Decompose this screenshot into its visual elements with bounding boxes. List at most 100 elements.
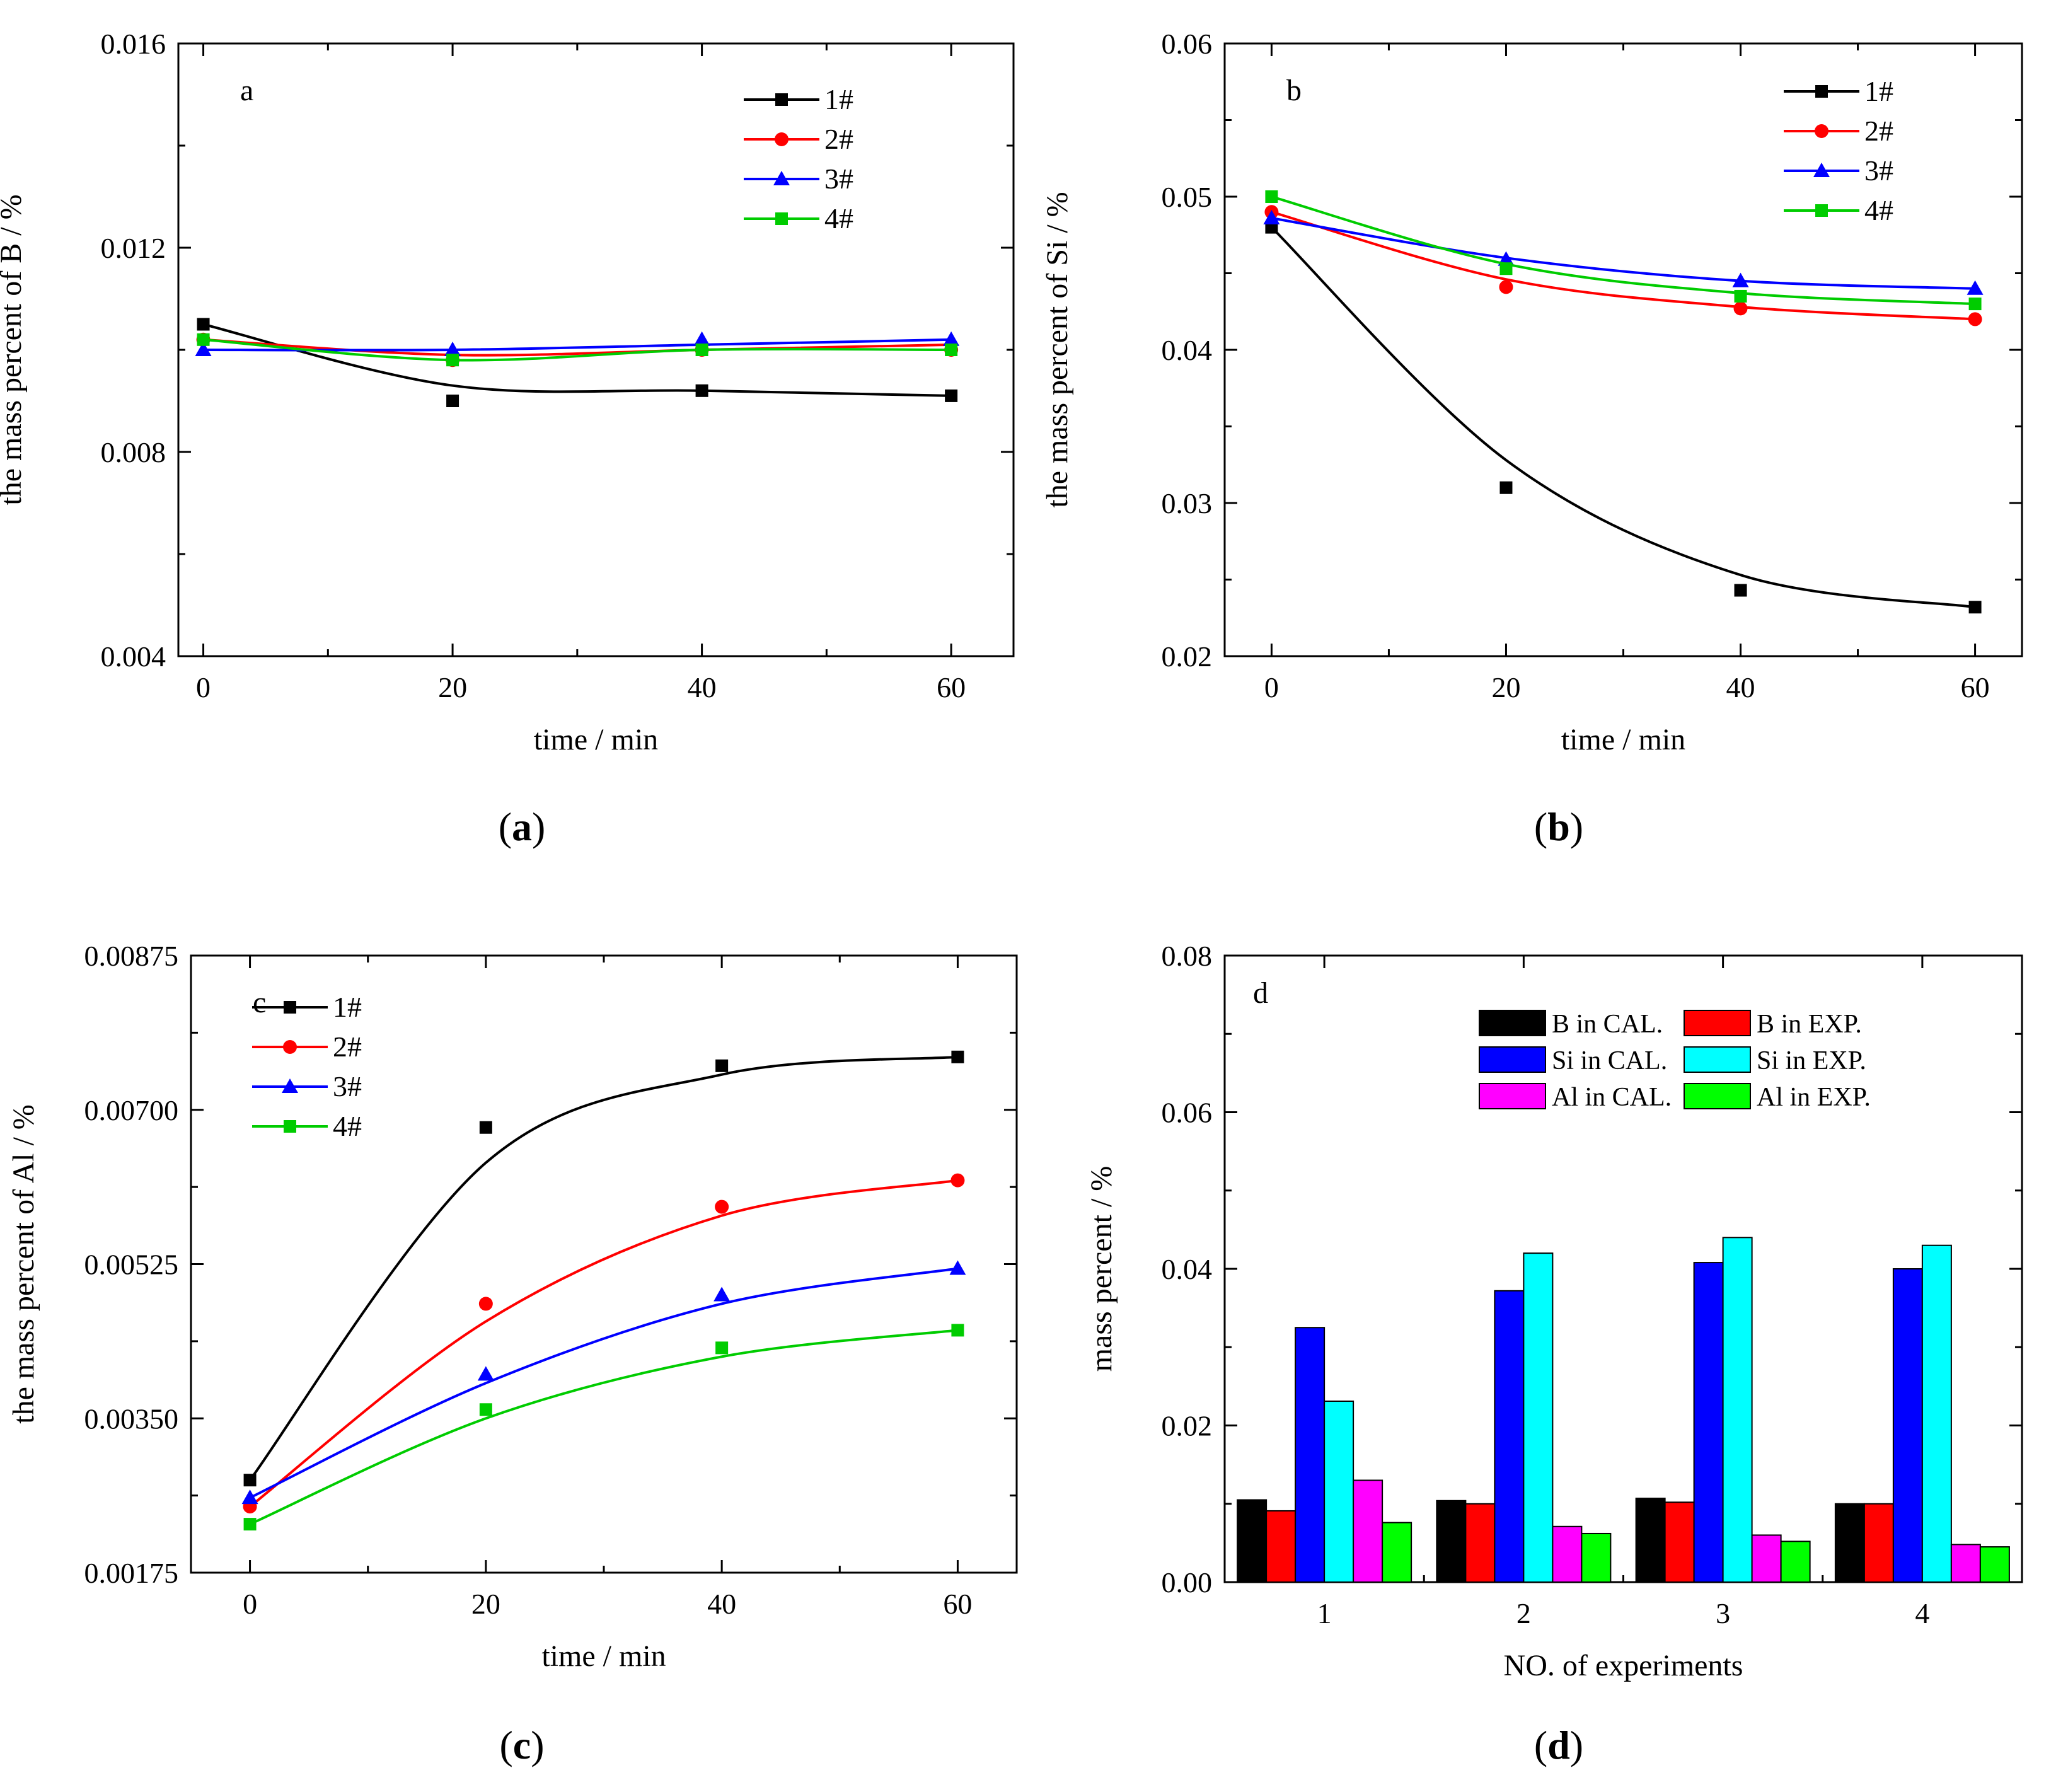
legend-label: 2# bbox=[333, 1031, 362, 1063]
data-point-4# bbox=[1968, 298, 1982, 311]
data-point-4# bbox=[446, 354, 459, 367]
legend-swatch-B-in-EXP- bbox=[1684, 1010, 1751, 1036]
data-point-4# bbox=[1499, 262, 1513, 275]
y-tick-label: 0.008 bbox=[101, 436, 166, 468]
legend-label: 4# bbox=[1864, 194, 1893, 226]
x-tick-label: 20 bbox=[1491, 671, 1520, 703]
series-fit-line-4# bbox=[249, 1329, 958, 1525]
y-tick-label: 0.00 bbox=[1162, 1566, 1213, 1598]
data-point-4# bbox=[479, 1403, 492, 1416]
legend-label: 1# bbox=[333, 991, 362, 1023]
series-fit-line-1# bbox=[1271, 226, 1975, 609]
data-point-2# bbox=[950, 1173, 965, 1188]
bar-B-in-CAL--exp2 bbox=[1436, 1500, 1467, 1583]
legend-marker-2# bbox=[775, 132, 788, 146]
data-point-4# bbox=[951, 1324, 964, 1337]
legend-marker-3# bbox=[282, 1078, 298, 1093]
data-point-1# bbox=[479, 1121, 492, 1134]
y-axis-title: mass percent / % bbox=[1085, 1166, 1118, 1372]
bar-B-in-EXP--exp4 bbox=[1863, 1503, 1894, 1583]
data-point-2# bbox=[715, 1199, 729, 1214]
y-tick-label: 0.04 bbox=[1162, 334, 1213, 366]
data-point-1# bbox=[1968, 601, 1982, 614]
data-point-2# bbox=[478, 1297, 493, 1311]
legend-label: B in EXP. bbox=[1757, 1010, 1862, 1039]
x-tick-label: 60 bbox=[937, 671, 966, 703]
panel-letter: b bbox=[1286, 74, 1302, 107]
bar-Al-in-CAL--exp3 bbox=[1751, 1534, 1782, 1583]
x-axis-title: time / min bbox=[1561, 723, 1685, 756]
bar-Si-in-EXP--exp2 bbox=[1523, 1252, 1554, 1583]
y-tick-label: 0.016 bbox=[101, 28, 166, 60]
chart-panel-c: 0.00175 0.00350 0.00525 0.00700 0.00875 0 20 40… bbox=[7, 940, 1018, 1673]
x-tick-label: 40 bbox=[1726, 671, 1755, 703]
x-tick-label: 40 bbox=[707, 1588, 736, 1620]
panel-letter: a bbox=[240, 74, 253, 107]
series-fit-line-4# bbox=[203, 338, 952, 362]
legend-swatch-Si-in-EXP- bbox=[1684, 1046, 1751, 1073]
legend-marker-1# bbox=[284, 1001, 296, 1014]
x-tick-label: 0 bbox=[1264, 671, 1279, 703]
legend-label: Si in CAL. bbox=[1552, 1046, 1667, 1075]
panel-caption: (c) bbox=[499, 1723, 544, 1767]
data-point-3# bbox=[1263, 210, 1280, 225]
data-point-1# bbox=[1734, 584, 1747, 597]
legend-marker-4# bbox=[284, 1120, 296, 1133]
data-point-3# bbox=[444, 342, 461, 356]
legend-label: 2# bbox=[824, 123, 853, 155]
y-tick-label: 0.03 bbox=[1162, 487, 1213, 519]
y-tick-label: 0.012 bbox=[101, 232, 166, 264]
data-point-4# bbox=[243, 1518, 257, 1531]
legend-marker-1# bbox=[775, 93, 788, 106]
legend-label: Al in EXP. bbox=[1757, 1083, 1871, 1112]
bar-Al-in-CAL--exp1 bbox=[1353, 1479, 1383, 1583]
y-tick-label: 0.00525 bbox=[84, 1249, 179, 1281]
plot-frame-b bbox=[1223, 42, 2023, 657]
y-axis-title: the mass percent of Si / % bbox=[1041, 192, 1074, 507]
y-tick-label: 0.05 bbox=[1162, 181, 1213, 213]
y-axis-title: the mass percent of B / % bbox=[0, 194, 28, 505]
panel-caption: (b) bbox=[1534, 804, 1583, 849]
series-fit-line-2# bbox=[1271, 211, 1975, 321]
data-point-3# bbox=[943, 331, 960, 346]
series-fit-line-2# bbox=[203, 338, 952, 357]
legend-label: Al in CAL. bbox=[1552, 1083, 1672, 1112]
data-point-4# bbox=[197, 333, 210, 346]
y-tick-label: 0.06 bbox=[1162, 28, 1213, 60]
series-fit-line-2# bbox=[249, 1179, 958, 1508]
y-axis-title: the mass percent of Al / % bbox=[7, 1104, 40, 1424]
bar-Al-in-EXP--exp2 bbox=[1581, 1532, 1612, 1583]
bar-Si-in-EXP--exp1 bbox=[1324, 1400, 1355, 1583]
series-fit-line-3# bbox=[249, 1267, 958, 1499]
bar-Si-in-CAL--exp1 bbox=[1295, 1327, 1326, 1583]
data-point-4# bbox=[695, 344, 708, 356]
series-fit-line-3# bbox=[1271, 217, 1975, 290]
legend-label: 3# bbox=[333, 1070, 362, 1102]
x-tick-label: 0 bbox=[243, 1588, 257, 1620]
bar-Al-in-EXP--exp1 bbox=[1382, 1522, 1412, 1583]
data-point-1# bbox=[951, 1050, 964, 1063]
data-point-1# bbox=[243, 1474, 257, 1487]
bar-B-in-CAL--exp3 bbox=[1635, 1498, 1666, 1583]
data-point-2# bbox=[1968, 312, 1982, 327]
bar-B-in-EXP--exp2 bbox=[1465, 1503, 1496, 1583]
legend-marker-3# bbox=[773, 171, 790, 185]
legend-marker-4# bbox=[1815, 204, 1828, 217]
data-point-1# bbox=[945, 389, 958, 402]
panel-letter: c bbox=[253, 986, 266, 1019]
data-point-3# bbox=[693, 331, 710, 346]
data-point-3# bbox=[1967, 280, 1984, 295]
legend-swatch-B-in-CAL- bbox=[1479, 1010, 1546, 1036]
x-tick-label: 20 bbox=[471, 1588, 500, 1620]
legend-marker-1# bbox=[1815, 85, 1828, 98]
bar-Si-in-CAL--exp4 bbox=[1892, 1268, 1923, 1583]
series-fit-line-1# bbox=[203, 323, 952, 397]
chart-panel-b: 0.02 0.03 0.04 0.05 0.06 0 20 40 60 time / min the… bbox=[1041, 28, 2023, 756]
x-tick-label: 60 bbox=[1961, 671, 1990, 703]
series-fit-line-4# bbox=[1271, 195, 1975, 306]
x-tick-label: 40 bbox=[688, 671, 717, 703]
y-tick-label: 0.00350 bbox=[84, 1402, 179, 1435]
legend-label: 3# bbox=[1864, 154, 1893, 187]
data-point-3# bbox=[713, 1286, 731, 1302]
